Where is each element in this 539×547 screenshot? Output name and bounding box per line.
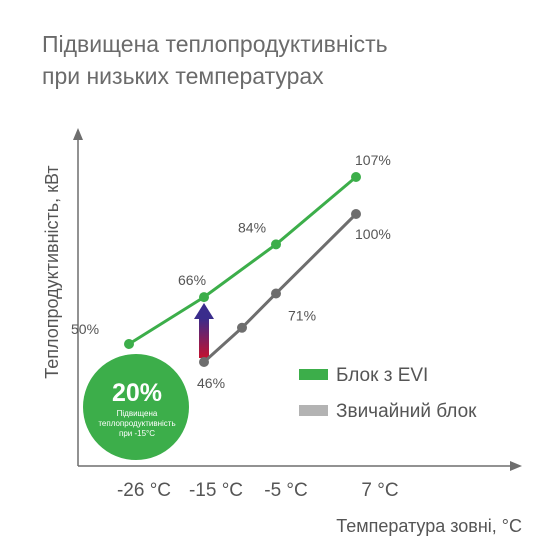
- series-standard: 46% 71% 100%: [197, 209, 391, 391]
- y-axis-arrowhead: [73, 128, 83, 140]
- improvement-badge: 20% Підвищена теплопродуктивність при -1…: [83, 354, 189, 460]
- data-point: [351, 172, 361, 182]
- improvement-arrow-head: [194, 303, 214, 319]
- data-point: [271, 288, 281, 299]
- data-label: 100%: [355, 226, 391, 242]
- series-layer: 50% 66% 84% 107% 46% 71% 100%: [71, 152, 391, 391]
- x-axis-title: Температура зовні, °C: [336, 516, 522, 536]
- data-point: [124, 339, 134, 349]
- series-line: [202, 212, 358, 364]
- data-point: [271, 239, 281, 250]
- x-axis-arrowhead: [510, 461, 522, 471]
- legend-label-standard: Звичайний блок: [336, 401, 477, 422]
- data-label: 66%: [178, 272, 206, 288]
- data-label: 107%: [355, 152, 391, 168]
- improvement-arrow: [194, 303, 214, 358]
- chart-title: Підвищена теплопродуктивність при низьки…: [42, 28, 502, 92]
- legend-swatch-evi: [299, 369, 328, 380]
- data-point: [351, 209, 361, 219]
- x-tick-label: -15 °C: [189, 480, 243, 501]
- data-label: 50%: [71, 321, 99, 337]
- data-label: 71%: [288, 307, 316, 323]
- x-tick-label: 7 °C: [361, 480, 398, 501]
- legend-label-evi: Блок з EVI: [336, 365, 428, 386]
- data-point: [199, 357, 209, 367]
- badge-circle: [83, 354, 189, 460]
- badge-line-2: теплопродуктивність: [98, 419, 175, 428]
- y-axis-title: Теплопродуктивність, кВт: [42, 165, 62, 378]
- badge-line-3: при -15°C: [119, 429, 155, 438]
- improvement-arrow-shaft: [199, 318, 209, 358]
- series-evi: 50% 66% 84% 107%: [71, 152, 391, 349]
- axes: [73, 128, 522, 471]
- x-tick-label: -5 °C: [264, 480, 308, 501]
- chart-title-line-1: Підвищена теплопродуктивність: [42, 31, 388, 57]
- x-tick-label: -26 °C: [117, 480, 171, 501]
- x-tick-labels: -26 °C -15 °C -5 °C 7 °C: [117, 480, 399, 501]
- legend: Блок з EVI Звичайний блок: [299, 365, 477, 422]
- badge-value: 20%: [112, 379, 162, 407]
- data-label: 46%: [197, 375, 225, 391]
- legend-swatch-standard: [299, 405, 328, 416]
- data-label: 84%: [238, 219, 266, 235]
- series-line: [128, 175, 357, 346]
- data-point: [199, 292, 209, 303]
- data-point: [237, 322, 247, 333]
- badge-line-1: Підвищена: [117, 409, 158, 418]
- chart-title-line-2: при низьких температурах: [42, 63, 324, 89]
